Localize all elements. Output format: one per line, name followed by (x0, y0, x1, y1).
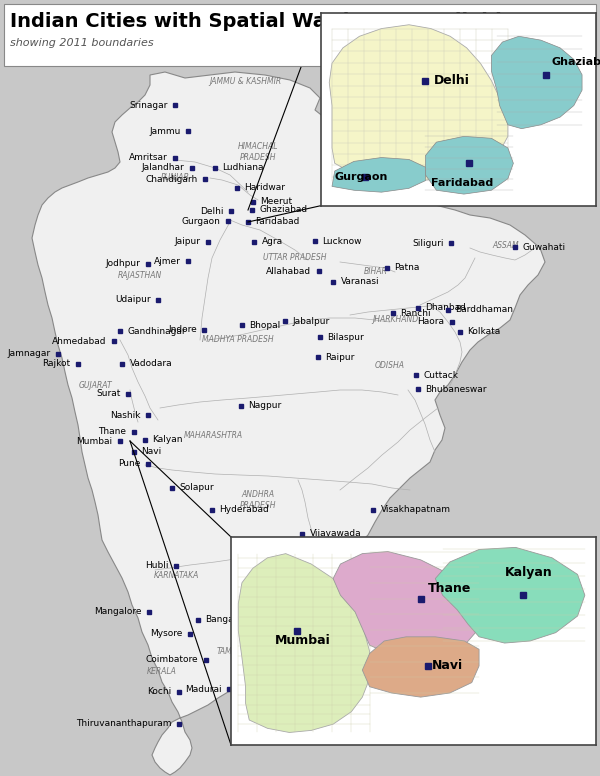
Text: Ghaziabad: Ghaziabad (260, 206, 308, 214)
Text: Faridabad: Faridabad (256, 217, 300, 227)
Text: Pune: Pune (118, 459, 140, 469)
Text: Thiruvananthapuram: Thiruvananthapuram (76, 719, 172, 729)
Text: Mysore: Mysore (150, 629, 182, 639)
Text: Bilaspur: Bilaspur (328, 332, 364, 341)
Text: Tiruchirappalli: Tiruchirappalli (254, 667, 318, 675)
Polygon shape (333, 552, 479, 657)
Text: Kolkata: Kolkata (467, 327, 501, 337)
Text: Delhi: Delhi (434, 74, 470, 87)
Text: Thane: Thane (98, 428, 127, 436)
Polygon shape (238, 553, 370, 733)
Text: ASSAM: ASSAM (493, 241, 520, 250)
Text: Mangalore: Mangalore (94, 608, 142, 616)
Text: Allahabad: Allahabad (266, 266, 311, 275)
Polygon shape (435, 547, 585, 643)
Text: Bangalore: Bangalore (205, 615, 251, 625)
Text: Navi: Navi (142, 448, 162, 456)
Polygon shape (425, 137, 514, 194)
Text: Udaipur: Udaipur (115, 296, 151, 304)
Text: Surat: Surat (96, 390, 121, 399)
Text: Chennai: Chennai (305, 608, 343, 616)
Polygon shape (332, 158, 425, 192)
Polygon shape (362, 637, 479, 697)
Text: MAHARASHTRA: MAHARASHTRA (184, 431, 242, 439)
Text: Kochi: Kochi (147, 688, 172, 697)
Text: Agra: Agra (262, 237, 283, 247)
Text: Jamnagar: Jamnagar (7, 349, 50, 359)
Text: UTTAR PRADESH: UTTAR PRADESH (263, 254, 327, 262)
Text: Thane: Thane (428, 582, 472, 595)
Text: Ranchi: Ranchi (401, 309, 431, 317)
Text: TAMILNADU: TAMILNADU (217, 647, 262, 656)
Text: Kalyan: Kalyan (505, 566, 553, 579)
Text: Ghaziabad: Ghaziabad (552, 57, 600, 67)
Text: Indian Cities with Spatial Ward Data Available: Indian Cities with Spatial Ward Data Ava… (10, 12, 515, 31)
Text: GUJARAT: GUJARAT (78, 380, 112, 390)
Text: Dhanbad: Dhanbad (425, 303, 466, 313)
Text: ANDHRA
PRADESH: ANDHRA PRADESH (240, 490, 276, 510)
Text: PUNJAB: PUNJAB (161, 172, 190, 182)
Text: JAMMU & KASHMIR: JAMMU & KASHMIR (209, 78, 281, 86)
Text: Nagpur: Nagpur (248, 401, 282, 411)
Text: ODISHA: ODISHA (375, 361, 405, 369)
Text: Nashik: Nashik (110, 411, 140, 420)
Text: Gurgaon: Gurgaon (335, 171, 388, 182)
Text: Jammu: Jammu (149, 126, 181, 136)
Polygon shape (32, 72, 545, 775)
Text: HIMACHAL
PRADESH: HIMACHAL PRADESH (238, 142, 278, 161)
FancyBboxPatch shape (4, 4, 596, 66)
Text: Siliguri: Siliguri (412, 238, 443, 248)
Text: showing 2011 boundaries: showing 2011 boundaries (10, 38, 154, 48)
Text: Cuttack: Cuttack (424, 370, 458, 379)
Text: Jalandhar: Jalandhar (142, 164, 185, 172)
Text: Vadodara: Vadodara (130, 359, 172, 369)
Text: Chandigarh: Chandigarh (145, 175, 197, 183)
Text: Haridwar: Haridwar (245, 183, 286, 192)
Text: Vijayawada: Vijayawada (310, 529, 361, 539)
Text: Gandhinagar: Gandhinagar (128, 327, 186, 335)
Text: BIHAR: BIHAR (364, 268, 388, 276)
Text: Mumbai: Mumbai (275, 635, 331, 647)
Text: Amritsar: Amritsar (129, 154, 167, 162)
Text: KARNATAKA: KARNATAKA (154, 570, 199, 580)
Text: Raipur: Raipur (325, 352, 355, 362)
Text: Guwahati: Guwahati (523, 242, 566, 251)
Text: Meerut: Meerut (260, 198, 293, 206)
Text: Madurai: Madurai (185, 684, 221, 694)
Text: Haora: Haora (418, 317, 445, 327)
Text: Indore: Indore (168, 325, 197, 334)
Text: Rajkot: Rajkot (43, 359, 71, 369)
Text: Bhopal: Bhopal (250, 320, 281, 330)
Text: Hubli: Hubli (145, 562, 169, 570)
Text: Bhubaneswar: Bhubaneswar (425, 384, 487, 393)
Text: Coimbatore: Coimbatore (146, 656, 199, 664)
Text: Hyderabad: Hyderabad (220, 505, 269, 514)
Text: Mumbai: Mumbai (76, 436, 113, 445)
Text: Lucknow: Lucknow (323, 237, 362, 245)
Text: Gurgaon: Gurgaon (182, 217, 221, 226)
Text: MADHYA PRADESH: MADHYA PRADESH (202, 335, 274, 345)
Text: Navi: Navi (431, 660, 463, 673)
Text: Ajmer: Ajmer (154, 257, 181, 265)
Text: Jodhpur: Jodhpur (106, 259, 140, 268)
Text: RAJASTHAN: RAJASTHAN (118, 271, 162, 279)
Text: Visakhapatnam: Visakhapatnam (380, 505, 451, 514)
Text: Kalyan: Kalyan (152, 435, 183, 445)
Text: Varanasi: Varanasi (341, 278, 379, 286)
Text: Jabalpur: Jabalpur (293, 317, 330, 325)
Text: Barddhaman: Barddhaman (455, 306, 514, 314)
Text: Jaipur: Jaipur (175, 237, 200, 247)
Text: KERALA: KERALA (147, 667, 177, 677)
Text: Srinagar: Srinagar (129, 101, 167, 109)
Text: Patna: Patna (395, 264, 420, 272)
Text: Solapur: Solapur (179, 483, 214, 493)
Text: JHARKHAND: JHARKHAND (372, 316, 418, 324)
Text: Ahmedabad: Ahmedabad (52, 337, 107, 345)
Text: Delhi: Delhi (200, 206, 223, 216)
Polygon shape (329, 25, 508, 182)
Text: Ludhiana: Ludhiana (223, 164, 264, 172)
Polygon shape (491, 36, 582, 129)
Text: Faridabad: Faridabad (431, 178, 493, 188)
